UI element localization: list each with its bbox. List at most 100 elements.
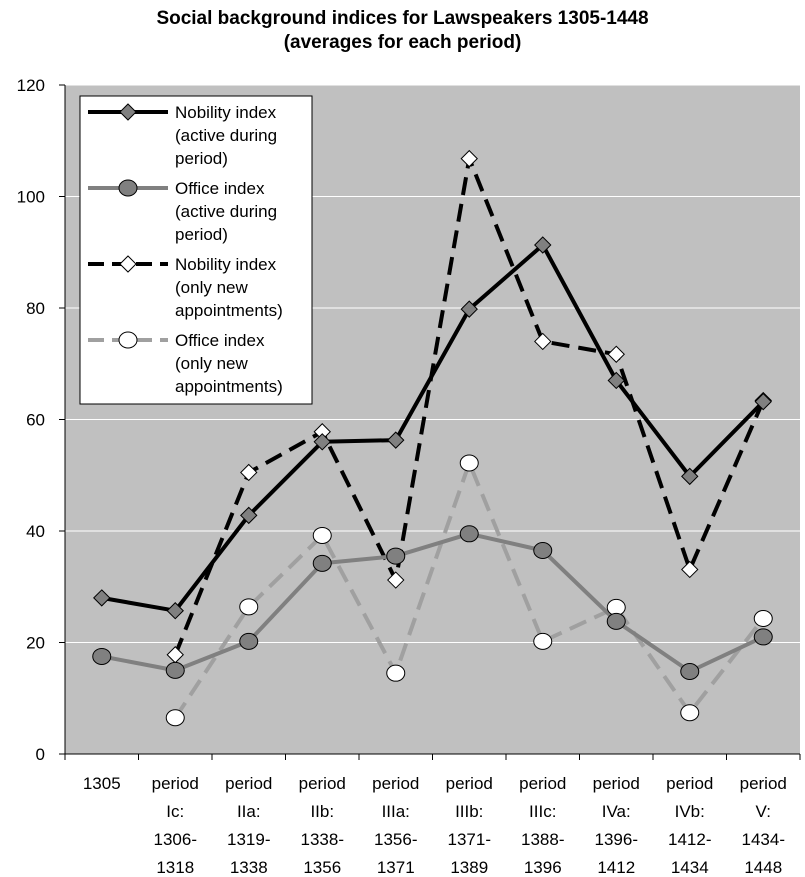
x-tick-label: IIIb: <box>455 802 483 821</box>
data-point <box>312 554 332 572</box>
x-tick-label: period <box>152 774 199 793</box>
data-point <box>607 345 625 363</box>
data-point <box>680 662 700 680</box>
x-tick-label: period <box>740 774 787 793</box>
x-tick-label: period <box>593 774 640 793</box>
x-tick-label: IIb: <box>310 802 334 821</box>
series-line <box>101 243 765 613</box>
data-point <box>93 589 111 607</box>
y-tick-label: 40 <box>26 522 45 541</box>
x-tick-label: 1389 <box>450 858 488 877</box>
chart-subtitle: (averages for each period) <box>283 32 522 53</box>
y-tick-label: 60 <box>26 411 45 430</box>
x-tick-label: 1434- <box>742 830 785 849</box>
x-tick-label: 1338- <box>301 830 344 849</box>
x-tick-label: 1371- <box>448 830 491 849</box>
data-point <box>754 392 772 411</box>
data-point <box>533 632 553 650</box>
data-point <box>533 542 553 560</box>
y-tick-label: 0 <box>36 745 45 764</box>
y-tick-label: 20 <box>26 634 45 653</box>
data-point <box>387 571 405 589</box>
data-point <box>460 149 478 168</box>
x-tick-label: 1356- <box>374 830 417 849</box>
data-point <box>165 661 185 679</box>
y-tick-label: 100 <box>17 188 45 207</box>
legend-swatch-marker <box>118 331 138 349</box>
x-tick-label: 1371 <box>377 858 415 877</box>
x-tick-label: IVa: <box>602 802 631 821</box>
data-point <box>387 431 405 449</box>
data-point <box>534 332 552 351</box>
x-tick-label: IIIa: <box>382 802 410 821</box>
x-tick-label: 1319- <box>227 830 270 849</box>
legend-label: (active during <box>175 202 277 221</box>
data-point <box>240 506 258 525</box>
data-point <box>753 610 773 628</box>
data-point <box>165 709 185 727</box>
x-tick-label: 1448 <box>744 858 782 877</box>
data-point <box>386 664 406 682</box>
data-point <box>239 632 259 650</box>
x-tick-label: period <box>666 774 713 793</box>
legend-swatch-marker <box>119 103 137 121</box>
x-tick-label: 1434 <box>671 858 709 877</box>
legend-label: appointments) <box>175 301 283 320</box>
data-point <box>459 525 479 543</box>
x-tick-label: 1396 <box>524 858 562 877</box>
legend-label: period) <box>175 225 228 244</box>
legend-label: (only new <box>175 278 248 297</box>
legend-label: Nobility index <box>175 103 277 122</box>
data-point <box>680 704 700 722</box>
data-point <box>753 628 773 646</box>
x-tick-label: IVb: <box>675 802 705 821</box>
x-tick-label: period <box>225 774 272 793</box>
legend-label: appointments) <box>175 377 283 396</box>
data-point <box>312 526 332 544</box>
legend-label: Office index <box>175 331 265 350</box>
legend-label: Nobility index <box>175 255 277 274</box>
x-tick-label: 1396- <box>595 830 638 849</box>
x-tick-label: IIIc: <box>529 802 556 821</box>
legend-swatch-marker <box>118 179 138 197</box>
data-point <box>606 612 626 630</box>
y-tick-label: 80 <box>26 299 45 318</box>
data-point <box>92 647 112 665</box>
x-tick-label: period <box>372 774 419 793</box>
x-tick-label: 1306- <box>154 830 197 849</box>
x-tick-label: 1388- <box>521 830 564 849</box>
x-tick-label: period <box>299 774 346 793</box>
series-line <box>173 461 765 719</box>
data-point <box>607 371 625 390</box>
x-tick-label: 1305 <box>83 774 121 793</box>
x-tick-label: 1338 <box>230 858 268 877</box>
series-line <box>101 531 765 674</box>
y-tick-label: 120 <box>17 76 45 95</box>
x-tick-label: Ic: <box>166 802 184 821</box>
x-tick-label: V: <box>756 802 771 821</box>
legend-label: Office index <box>175 179 265 198</box>
data-point <box>386 547 406 565</box>
x-tick-label: period <box>519 774 566 793</box>
data-point <box>534 236 552 254</box>
data-point <box>459 454 479 472</box>
x-tick-label: 1356 <box>303 858 341 877</box>
x-tick-label: 1412 <box>597 858 635 877</box>
data-point <box>166 602 184 620</box>
data-point <box>313 433 331 451</box>
legend <box>79 95 313 405</box>
legend-label: period) <box>175 149 228 168</box>
legend-label: (only new <box>175 354 248 373</box>
chart-title: Social background indices for Lawspeaker… <box>156 8 649 29</box>
x-tick-label: 1318 <box>156 858 194 877</box>
x-tick-label: 1412- <box>668 830 711 849</box>
x-tick-label: IIa: <box>237 802 261 821</box>
data-point <box>240 463 258 482</box>
data-point <box>681 560 699 579</box>
legend-label: (active during <box>175 126 277 145</box>
data-point <box>460 300 478 318</box>
data-point <box>681 467 699 486</box>
legend-swatch-marker <box>119 255 137 273</box>
data-point <box>239 598 259 616</box>
